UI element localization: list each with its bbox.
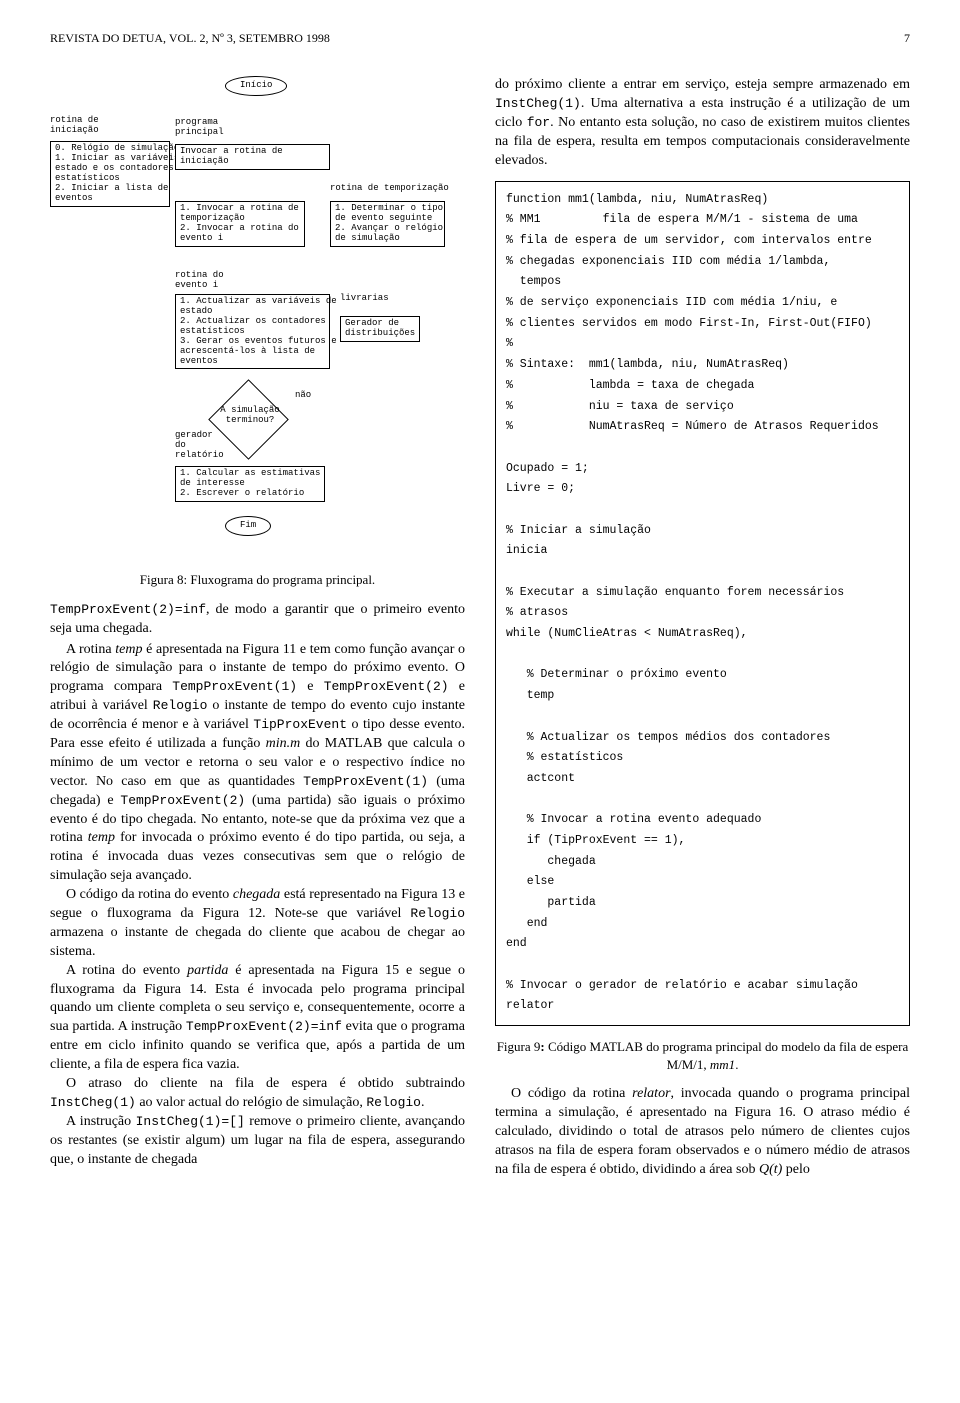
col2-para-2: O código da rotina relator, invocada qua… [495, 1085, 910, 1179]
fc-end: Fim [225, 516, 271, 536]
fc-invoke-init: Invocar a rotina de iniciação [175, 144, 330, 170]
para-1: TempProxEvent(2)=inf, de modo a garantir… [50, 601, 465, 639]
col2-para-1: do próximo cliente a entrar em serviço, … [495, 76, 910, 170]
figure9-caption: Figura 9: Código MATLAB do programa prin… [495, 1038, 910, 1073]
para-4: A rotina do evento partida é apresentada… [50, 962, 465, 1075]
fc-evento-label: rotina do evento i [175, 271, 224, 291]
flowchart-figure: Início rotina de iniciação 0. Relógio de… [50, 76, 465, 556]
page-header: REVISTA DO DETUA, VOL. 2, Nº 3, SETEMBRO… [50, 30, 910, 46]
fc-main-loop: 1. Invocar a rotina de temporização 2. I… [175, 201, 305, 247]
para-6: A instrução InstCheg(1)=[] remove o prim… [50, 1113, 465, 1170]
code-figure: function mm1(lambda, niu, NumAtrasReq) %… [495, 181, 910, 1027]
fc-temp-steps: 1. Determinar o tipo de evento seguinte … [330, 201, 445, 247]
right-column: do próximo cliente a entrar em serviço, … [495, 76, 910, 1180]
fc-prog-label: programa principal [175, 118, 224, 138]
figure8-caption: Figura 8: Fluxograma do programa princip… [50, 571, 465, 589]
fc-livrarias: livrarias [340, 294, 389, 304]
fc-evento-steps: 1. Actualizar as variáveis de estado 2. … [175, 294, 330, 369]
two-column-layout: Início rotina de iniciação 0. Relógio de… [50, 76, 910, 1180]
fc-relator-steps: 1. Calcular as estimativas de interesse … [175, 466, 325, 502]
fc-gerador-dist: Gerador de distribuições [340, 316, 420, 342]
para-3: O código da rotina do evento chegada est… [50, 886, 465, 962]
fc-start: Início [225, 76, 287, 96]
header-right: 7 [904, 30, 910, 46]
fc-temp-label: rotina de temporização [330, 184, 449, 194]
fc-nao: não [295, 391, 311, 401]
fc-gerador-rel: gerador do relatório [175, 431, 224, 461]
fc-init-label: rotina de iniciação [50, 116, 99, 136]
para-2: A rotina temp é apresentada na Figura 11… [50, 641, 465, 887]
fc-diamond: A simulação terminou? [215, 406, 285, 426]
fc-init-box: 0. Relógio de simulação = 0 1. Iniciar a… [50, 141, 170, 206]
para-5: O atraso do cliente na fila de espera é … [50, 1075, 465, 1113]
header-left: REVISTA DO DETUA, VOL. 2, Nº 3, SETEMBRO… [50, 30, 330, 46]
left-column: Início rotina de iniciação 0. Relógio de… [50, 76, 465, 1180]
